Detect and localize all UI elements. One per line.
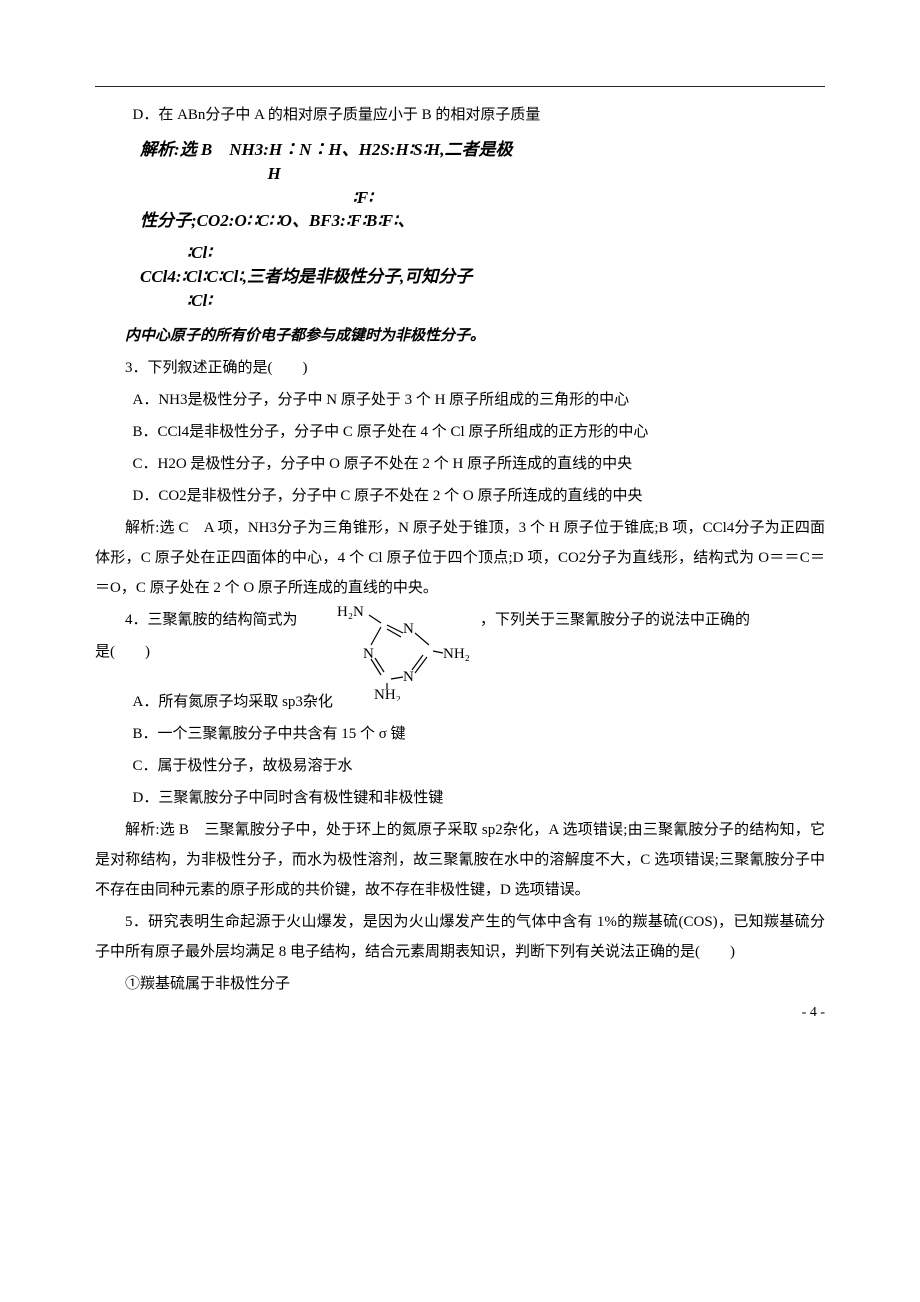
q3-option-c: C．H2O 是极性分子，分子中 O 原子不处在 2 个 H 原子所连成的直线的中…: [95, 449, 825, 479]
lewis-h: H: [140, 162, 825, 186]
q4-block: H₂N NH₂ NH₂ N N N: [95, 605, 825, 749]
mel-nh2-r: NH₂: [443, 646, 470, 662]
melamine-structure: H₂N NH₂ NH₂ N N N: [315, 603, 480, 701]
q3-answer: 解析:选 C A 项，NH3分子为三角锥形，N 原子处于锥顶，3 个 H 原子位…: [95, 513, 825, 603]
melamine-svg: H₂N NH₂ NH₂ N N N: [315, 603, 480, 701]
lewis-ccl4-mid: CCl4:∶Cl∶C∶Cl∶,三者均是非极性分子,可知分子: [140, 265, 825, 289]
q3-stem: 3．下列叙述正确的是( ): [95, 353, 825, 383]
mel-h2n: H₂N: [337, 604, 364, 620]
q4-option-b: B．一个三聚氰胺分子中共含有 15 个 σ 键: [95, 719, 825, 749]
lewis-f: ∶F∶: [140, 186, 825, 210]
q4-option-c: C．属于极性分子，故极易溶于水: [95, 751, 825, 781]
answer-b-block: 解析:选 B NH3:H∶N∶H、H2S:H∶S∶H,二者是极 H ∶F∶ 性分…: [140, 138, 825, 313]
q3-option-a: A．NH3是极性分子，分子中 N 原子处于 3 个 H 原子所组成的三角形的中心: [95, 385, 825, 415]
q4-option-d: D．三聚氰胺分子中同时含有极性键和非极性键: [95, 783, 825, 813]
mel-n3: N: [403, 669, 414, 685]
mel-nh2-b: NH₂: [374, 687, 401, 701]
page-number: - 4 -: [802, 1005, 825, 1021]
q3-option-b: B．CCl4是非极性分子，分子中 C 原子处在 4 个 Cl 原子所组成的正方形…: [95, 417, 825, 447]
q5-stem: 5．研究表明生命起源于火山爆发，是因为火山爆发产生的气体中含有 1%的羰基硫(C…: [95, 907, 825, 967]
lewis-co2-bf3: 性分子;CO2:O∷C∷O、BF3:∶F∶B∶F∶、: [140, 209, 825, 233]
q4-stem-a: 4．三聚氰胺的结构简式为: [125, 612, 298, 628]
mel-n1: N: [403, 621, 414, 637]
q4-answer: 解析:选 B 三聚氰胺分子中，处于环上的氮原子采取 sp2杂化，A 选项错误;由…: [95, 815, 825, 905]
mel-n2: N: [363, 646, 374, 662]
lewis-ccl4-bot: ∶Cl∶: [140, 289, 825, 313]
top-divider: [95, 86, 825, 87]
lewis-intro: 解析:选 B NH3:H∶N∶H、H2S:H∶S∶H,二者是极: [140, 138, 825, 162]
lewis-ccl4-top: ∶Cl∶: [140, 241, 825, 265]
answer-b-end: 内中心原子的所有价电子都参与成键时为非极性分子。: [95, 321, 825, 351]
q4-stem-b: ，下列关于三聚氰胺分子的说法中正确的: [480, 612, 750, 628]
q3-option-d: D．CO2是非极性分子，分子中 C 原子不处在 2 个 O 原子所连成的直线的中…: [95, 481, 825, 511]
q5-statement-1: ①羰基硫属于非极性分子: [95, 969, 825, 999]
document-content: D．在 ABn分子中 A 的相对原子质量应小于 B 的相对原子质量 解析:选 B…: [95, 100, 825, 999]
prev-option-d: D．在 ABn分子中 A 的相对原子质量应小于 B 的相对原子质量: [95, 100, 825, 130]
